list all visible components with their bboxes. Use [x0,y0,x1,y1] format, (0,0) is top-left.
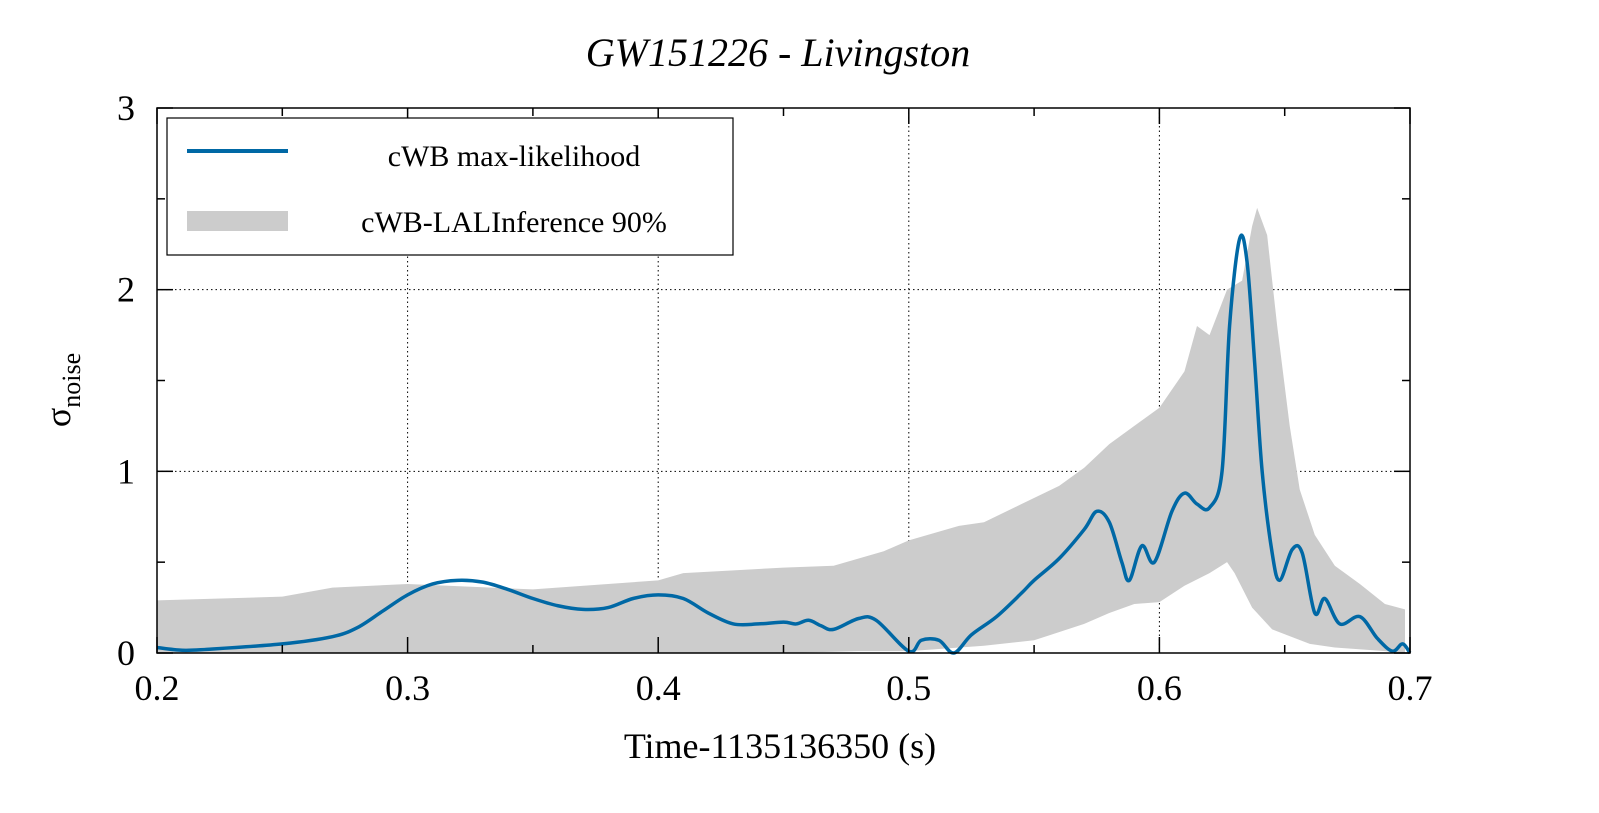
y-axis-label-subscript: noise [57,353,86,408]
y-tick-label: 1 [117,451,135,491]
x-tick-label: 0.7 [1388,668,1433,708]
y-axis-label-symbol: σ [38,408,78,427]
y-axis-label: σnoise [38,353,86,427]
legend-box [166,117,734,256]
legend-label-line: cWB max-likelihood [388,140,640,173]
x-tick-label: 0.4 [636,668,681,708]
x-axis-label: Time-1135136350 (s) [624,726,936,766]
series-line [156,233,1412,655]
x-tick-label: 0.5 [886,668,931,708]
x-tick-label: 0.6 [1137,668,1182,708]
chart-title: GW151226 - Livingston [586,30,970,75]
band-area [157,207,1405,653]
svg-text:σnoise: σnoise [38,353,86,427]
x-tick-label: 0.3 [385,668,430,708]
legend-label-band: cWB-LALInference 90% [361,206,667,239]
axis-ticks: 0.2 0.3 0.4 0.5 0.6 0.7 0 1 2 3 [117,88,1433,708]
y-tick-label: 0 [117,633,135,673]
y-tick-label: 2 [117,270,135,310]
x-tick-label: 0.2 [135,668,180,708]
max-likelihood-line [156,233,1412,655]
legend: cWB max-likelihood cWB-LALInference 90% [166,117,734,256]
y-tick-label: 3 [117,88,135,128]
confidence-band [157,207,1405,653]
legend-band-swatch [187,211,288,231]
